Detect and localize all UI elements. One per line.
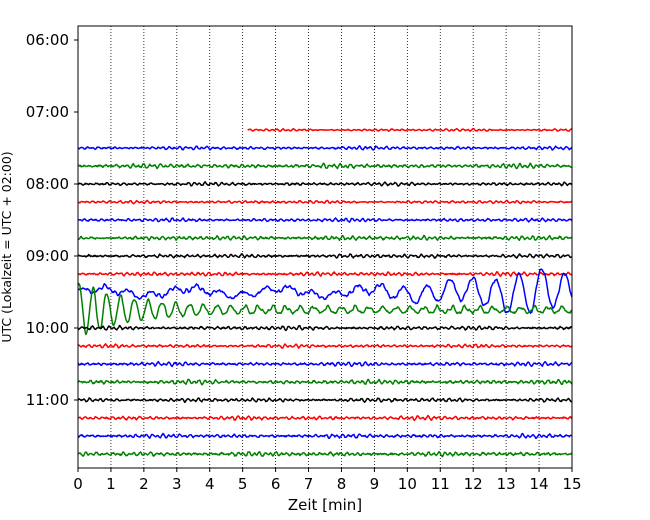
trace-1115 xyxy=(77,414,573,422)
y-tick-label: 11:00 xyxy=(26,391,69,409)
trace-1015 xyxy=(77,343,573,349)
plot-area xyxy=(78,26,572,468)
x-tick-label: 3 xyxy=(172,475,182,493)
trace-1030 xyxy=(77,360,573,368)
x-tick-label: 15 xyxy=(562,475,581,493)
trace-0930 xyxy=(77,268,573,314)
x-tick-label: 11 xyxy=(431,475,450,493)
x-tick-label: 5 xyxy=(238,475,248,493)
y-tick-label: 06:00 xyxy=(26,31,69,49)
plot-frame xyxy=(77,25,573,469)
y-tick-label: 10:00 xyxy=(26,319,69,337)
x-axis-label: Zeit [min] xyxy=(288,496,362,514)
trace-0845 xyxy=(77,234,573,242)
x-tick-label: 1 xyxy=(106,475,116,493)
x-axis: 0 1 2 3 4 5 6 7 8 9 10 11 12 13 14 15 xyxy=(73,468,582,493)
y-axis: 06:00 07:00 08:00 09:00 10:00 11:00 xyxy=(26,31,78,409)
trace-0730 xyxy=(77,145,573,151)
trace-0745 xyxy=(77,162,573,170)
y-tick-label: 07:00 xyxy=(26,103,69,121)
x-tick-label: 6 xyxy=(271,475,281,493)
trace-0915 xyxy=(77,271,573,277)
trace-0715 xyxy=(247,127,572,133)
trace-1000 xyxy=(77,324,573,332)
x-tick-label: 14 xyxy=(530,475,549,493)
y-tick-label: 09:00 xyxy=(26,247,69,265)
x-tick-label: 0 xyxy=(73,475,83,493)
x-tick-label: 4 xyxy=(205,475,215,493)
y-axis-label: UTC (Lokalzeit = UTC + 02:00) xyxy=(0,151,14,342)
traces xyxy=(77,127,573,458)
x-tick-label: 2 xyxy=(139,475,149,493)
x-tick-label: 10 xyxy=(398,475,417,493)
x-tick-label: 12 xyxy=(464,475,483,493)
y-tick-label: 08:00 xyxy=(26,175,69,193)
trace-0945 xyxy=(77,282,573,336)
x-tick-label: 7 xyxy=(304,475,314,493)
trace-0900 xyxy=(77,253,573,259)
x-tick-label: 9 xyxy=(370,475,380,493)
x-tick-label: 8 xyxy=(337,475,347,493)
trace-1045 xyxy=(77,378,573,386)
trace-0800 xyxy=(77,180,573,187)
x-tick-label: 13 xyxy=(497,475,516,493)
trace-1100 xyxy=(77,397,573,404)
trace-0815 xyxy=(77,199,573,205)
trace-0830 xyxy=(77,217,573,223)
trace-1130 xyxy=(77,432,573,440)
trace-1145 xyxy=(77,450,573,458)
